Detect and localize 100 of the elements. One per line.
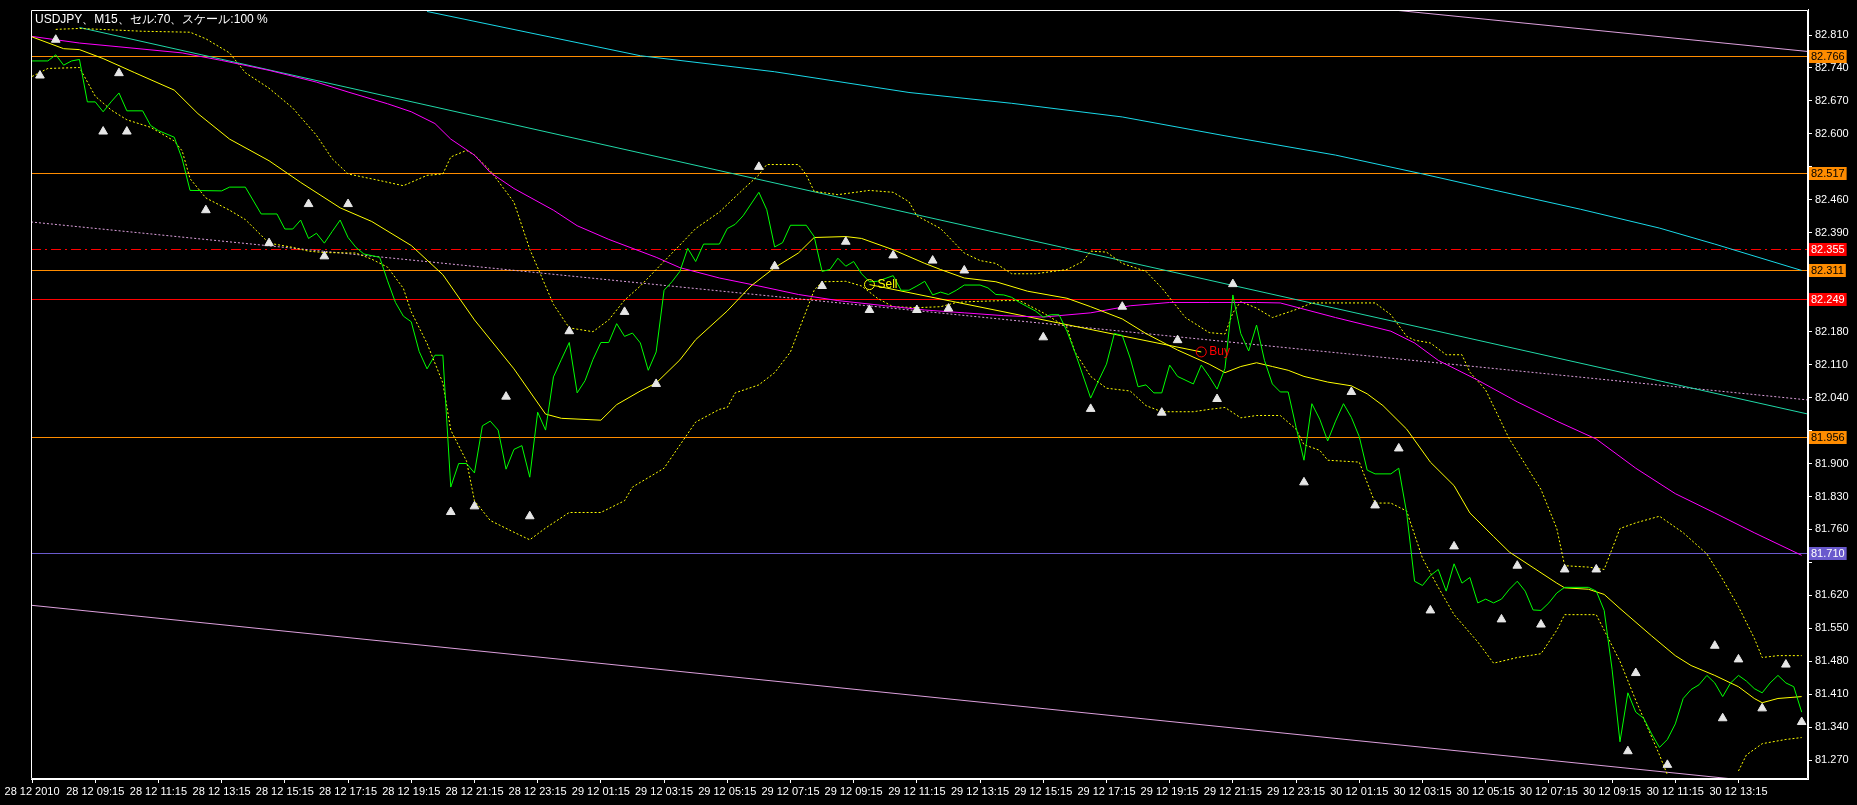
point — [1299, 476, 1309, 486]
point — [1425, 604, 1436, 614]
ref-line-label: 82.311 — [1811, 263, 1844, 276]
point — [1117, 301, 1128, 310]
point — [524, 510, 535, 520]
x-tick-label: 29 12 07:15 — [761, 784, 820, 797]
point — [927, 255, 938, 264]
y-tick-label: 81.550 — [1815, 621, 1849, 634]
ref-line-label: 81.956 — [1811, 430, 1845, 443]
x-tick-label: 28 12 21:15 — [445, 784, 504, 797]
y-tick-label: 82.600 — [1815, 126, 1849, 139]
point — [1512, 560, 1523, 569]
point — [912, 304, 922, 314]
series-label: Sell — [877, 276, 898, 291]
point — [1781, 659, 1791, 668]
point — [303, 198, 314, 208]
point — [1038, 331, 1049, 341]
x-tick-label: 29 12 15:15 — [1014, 784, 1073, 797]
point — [769, 260, 780, 270]
point — [343, 198, 353, 208]
y-tick-label: 81.270 — [1815, 753, 1849, 766]
y-tick-label: 82.040 — [1815, 390, 1849, 403]
point — [1591, 563, 1602, 573]
point — [943, 303, 954, 312]
point — [1156, 407, 1167, 416]
point — [754, 161, 764, 170]
y-tick-label: 82.670 — [1815, 93, 1849, 106]
series-label: Buy — [1209, 344, 1230, 359]
x-tick-label: 29 12 13:15 — [951, 784, 1010, 797]
point — [1733, 653, 1744, 663]
y-tick-label: 82.390 — [1815, 225, 1849, 238]
point — [1393, 442, 1404, 452]
y-tick-label: 81.480 — [1815, 654, 1849, 667]
point — [1085, 403, 1096, 412]
point — [619, 306, 630, 315]
point — [264, 237, 274, 247]
x-tick-label: 28 12 2010 — [4, 784, 60, 797]
x-tick-label: 30 12 05:15 — [1456, 784, 1515, 797]
x-tick-label: 29 12 11:15 — [888, 784, 946, 797]
x-tick-label: 30 12 01:15 — [1330, 784, 1389, 797]
point — [1757, 702, 1768, 712]
x-tick-label: 29 12 05:15 — [698, 784, 757, 797]
ref-line-label: 82.249 — [1811, 292, 1845, 305]
x-tick-label: 28 12 11:15 — [129, 784, 188, 797]
point — [864, 304, 875, 314]
point — [114, 67, 124, 77]
point — [840, 236, 851, 245]
point — [1630, 667, 1641, 677]
y-tick-label: 81.410 — [1815, 687, 1849, 700]
point — [1623, 745, 1633, 755]
ref-line-label: 82.766 — [1811, 49, 1845, 62]
point — [564, 325, 575, 335]
x-tick-label: 29 12 17:15 — [1077, 784, 1136, 797]
point — [1709, 640, 1720, 649]
x-tick-label: 30 12 03:15 — [1393, 784, 1452, 797]
y-tick-label: 82.180 — [1815, 324, 1849, 337]
x-tick-label: 29 12 01:15 — [571, 784, 630, 797]
x-tick-label: 30 12 11:15 — [1646, 784, 1704, 797]
y-tick-label: 81.830 — [1815, 489, 1849, 502]
ref-line-label: 81.710 — [1811, 546, 1845, 559]
point — [50, 34, 61, 43]
point — [1370, 499, 1380, 509]
x-tick-label: 28 12 17:15 — [319, 784, 378, 797]
y-tick-label: 82.460 — [1815, 192, 1849, 205]
point — [1449, 540, 1459, 550]
y-tick-label: 82.810 — [1815, 28, 1849, 41]
x-tick-label: 29 12 21:15 — [1203, 784, 1262, 797]
point — [1346, 386, 1357, 395]
point — [1536, 619, 1546, 628]
ref-line-label: 82.355 — [1811, 242, 1845, 255]
point — [1796, 716, 1807, 726]
point — [445, 506, 456, 516]
x-tick-label: 29 12 09:15 — [824, 784, 883, 797]
x-tick-label: 30 12 07:15 — [1519, 784, 1578, 797]
y-tick-label: 81.340 — [1815, 720, 1849, 733]
y-tick-label: 81.900 — [1815, 456, 1849, 469]
x-tick-label: 29 12 23:15 — [1267, 784, 1326, 797]
point — [469, 500, 480, 510]
point — [201, 204, 211, 214]
x-tick-label: 30 12 09:15 — [1583, 784, 1642, 797]
point — [817, 280, 827, 289]
y-tick-label: 81.620 — [1815, 588, 1849, 601]
x-tick-label: 30 12 13:15 — [1709, 784, 1768, 797]
x-tick-label: 28 12 15:15 — [255, 784, 314, 797]
chart-title: USDJPY、M15、セル:70、スケール:100 % — [35, 11, 269, 26]
point — [319, 250, 330, 260]
point — [1172, 334, 1183, 344]
y-tick-label: 82.110 — [1815, 357, 1848, 370]
point — [1195, 346, 1207, 358]
y-tick-label: 81.760 — [1815, 522, 1849, 535]
point — [501, 391, 511, 400]
point — [35, 70, 45, 79]
x-tick-label: 28 12 23:15 — [508, 784, 567, 797]
point — [122, 126, 132, 135]
point — [1496, 613, 1507, 623]
x-tick-label: 29 12 03:15 — [635, 784, 694, 797]
x-tick-label: 28 12 09:15 — [66, 784, 125, 797]
point — [1212, 393, 1222, 403]
point — [1228, 278, 1238, 288]
point — [651, 378, 661, 387]
